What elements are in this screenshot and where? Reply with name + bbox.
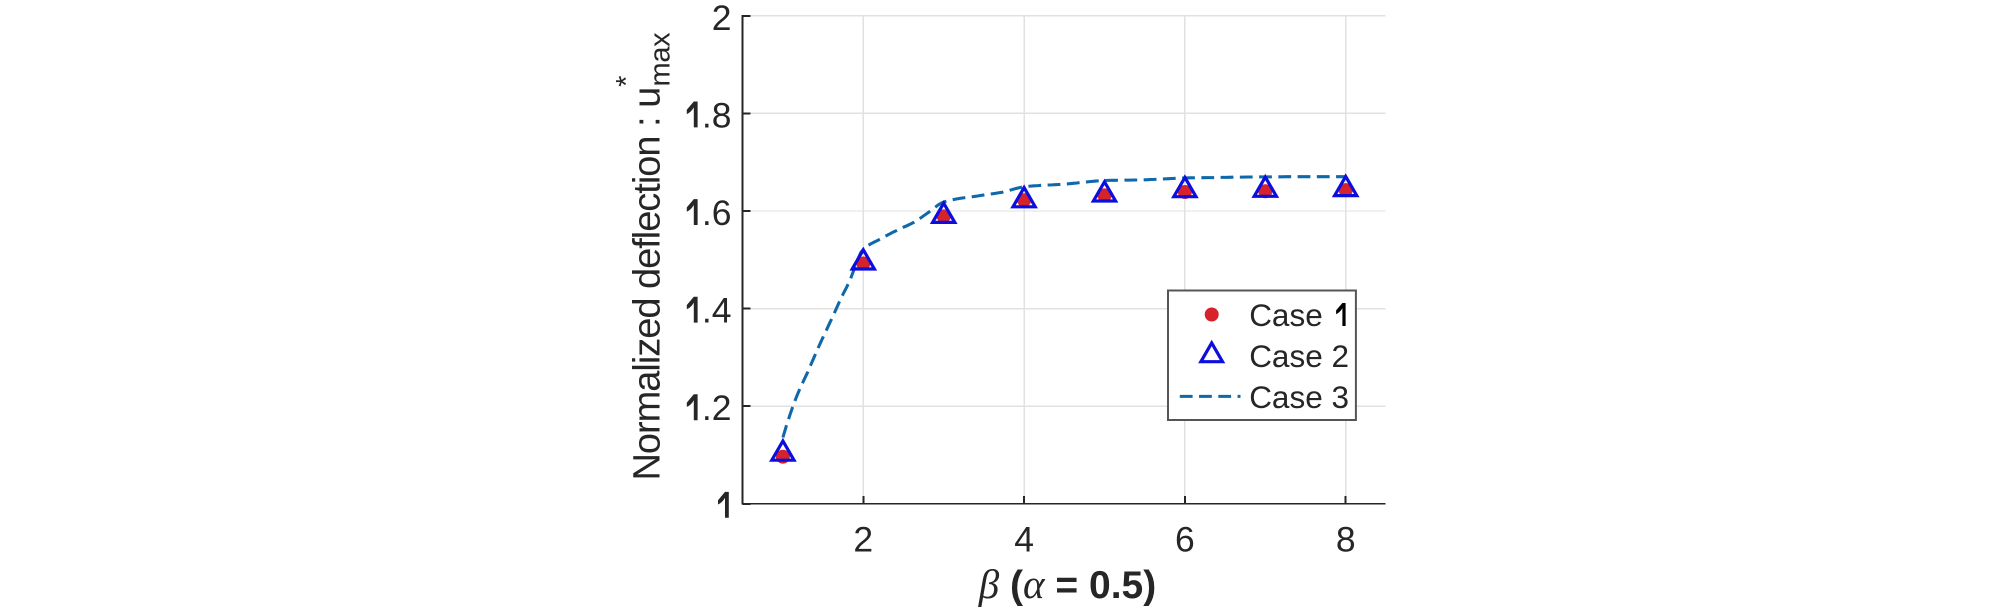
svg-text:8: 8 (1336, 519, 1356, 559)
svg-text:.2: .2 (702, 388, 732, 428)
svg-text:Case: Case (1249, 297, 1323, 333)
svg-text:Normalized deflection : u: Normalized deflection : u (627, 88, 669, 481)
svg-text:2: 2 (712, 0, 732, 38)
svg-text:.8: .8 (702, 95, 732, 135)
svg-text:Case 2: Case 2 (1249, 338, 1349, 374)
svg-text:max: max (645, 32, 677, 87)
svg-text:*: * (611, 76, 643, 87)
svg-text:6: 6 (1175, 519, 1195, 559)
svg-text:.6: .6 (702, 193, 732, 233)
svg-text:β (α = 0.5): β (α = 0.5) (978, 561, 1156, 607)
svg-text:4: 4 (1014, 519, 1034, 559)
svg-text:Case 3: Case 3 (1249, 379, 1349, 415)
svg-text:2: 2 (853, 519, 873, 559)
svg-text:.4: .4 (702, 291, 732, 331)
